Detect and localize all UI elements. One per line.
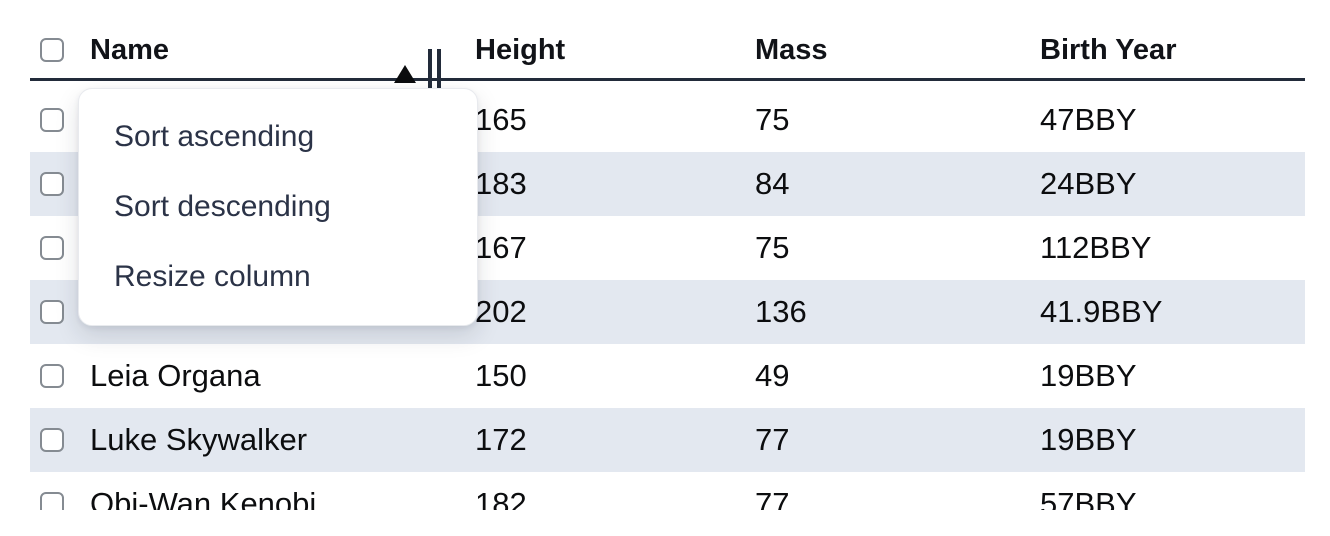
row-checkbox[interactable] xyxy=(40,236,64,260)
cell-height: 202 xyxy=(475,294,527,329)
column-header-height-label: Height xyxy=(475,33,566,66)
select-all-checkbox[interactable] xyxy=(40,38,64,62)
table-body: 165 75 47BBY 183 84 24BBY 167 75 112BBY xyxy=(30,88,1305,510)
cell-height: 150 xyxy=(475,358,527,393)
cell-birth-year: 57BBY xyxy=(1040,486,1137,510)
row-checkbox[interactable] xyxy=(40,428,64,452)
table-row: 165 75 47BBY xyxy=(30,88,1305,152)
menu-item-resize-column[interactable]: Resize column xyxy=(114,260,311,293)
cell-mass: 77 xyxy=(755,422,790,457)
column-header-mass-label: Mass xyxy=(755,33,828,66)
cell-mass: 49 xyxy=(755,358,790,393)
row-checkbox[interactable] xyxy=(40,300,64,324)
table-viewport: Name Height Mass Birth Year xyxy=(30,0,1305,510)
row-checkbox[interactable] xyxy=(40,364,64,388)
table-row: Leia Organa 150 49 19BBY xyxy=(30,344,1305,408)
cell-mass: 75 xyxy=(755,102,790,137)
row-checkbox[interactable] xyxy=(40,108,64,132)
row-checkbox-cell xyxy=(30,216,78,280)
table-row: 202 136 41.9BBY xyxy=(30,280,1305,344)
cell-birth-year: 47BBY xyxy=(1040,102,1137,137)
sort-ascending-triangle-up-icon xyxy=(394,65,416,83)
column-resize-handle[interactable] xyxy=(428,49,441,96)
row-checkbox[interactable] xyxy=(40,492,64,510)
row-checkbox-cell xyxy=(30,408,78,472)
table-row: Luke Skywalker 172 77 19BBY xyxy=(30,408,1305,472)
cell-height: 172 xyxy=(475,422,527,457)
cell-birth-year: 19BBY xyxy=(1040,358,1137,393)
column-header-birth-year-label: Birth Year xyxy=(1040,33,1177,66)
cell-height: 165 xyxy=(475,102,527,137)
cell-birth-year: 112BBY xyxy=(1040,230,1152,265)
row-checkbox-cell xyxy=(30,152,78,216)
cell-mass: 75 xyxy=(755,230,790,265)
column-header-birth-year[interactable]: Birth Year xyxy=(1028,22,1305,78)
table-header-row: Name Height Mass Birth Year xyxy=(30,0,1305,96)
cell-birth-year: 24BBY xyxy=(1040,166,1137,201)
menu-item-sort-ascending[interactable]: Sort ascending xyxy=(114,120,315,153)
table-row: Obi-Wan Kenobi 182 77 57BBY xyxy=(30,472,1305,510)
column-context-menu: Sort ascending Sort descending Resize co… xyxy=(78,88,478,326)
resize-handle-bar xyxy=(428,49,432,96)
cell-height: 182 xyxy=(475,486,527,510)
cell-name: Luke Skywalker xyxy=(90,422,308,457)
select-all-cell xyxy=(30,22,78,78)
cell-birth-year: 19BBY xyxy=(1040,422,1137,457)
cell-height: 183 xyxy=(475,166,527,201)
column-header-name[interactable]: Name xyxy=(78,22,463,96)
row-checkbox-cell xyxy=(30,88,78,152)
table-row: 167 75 112BBY xyxy=(30,216,1305,280)
row-checkbox-cell xyxy=(30,472,78,510)
row-checkbox[interactable] xyxy=(40,172,64,196)
cell-birth-year: 41.9BBY xyxy=(1040,294,1163,329)
column-header-name-label: Name xyxy=(90,33,169,66)
cell-height: 167 xyxy=(475,230,527,265)
resize-handle-bar xyxy=(437,49,441,96)
cell-mass: 77 xyxy=(755,486,790,510)
column-header-height[interactable]: Height xyxy=(463,22,743,78)
row-checkbox-cell xyxy=(30,280,78,344)
cell-name: Leia Organa xyxy=(90,358,261,393)
cell-name: Obi-Wan Kenobi xyxy=(90,486,317,510)
data-table: Name Height Mass Birth Year xyxy=(30,0,1305,510)
menu-item-sort-descending[interactable]: Sort descending xyxy=(114,190,331,223)
column-header-mass[interactable]: Mass xyxy=(743,22,1028,78)
cell-mass: 136 xyxy=(755,294,807,329)
row-checkbox-cell xyxy=(30,344,78,408)
cell-mass: 84 xyxy=(755,166,790,201)
